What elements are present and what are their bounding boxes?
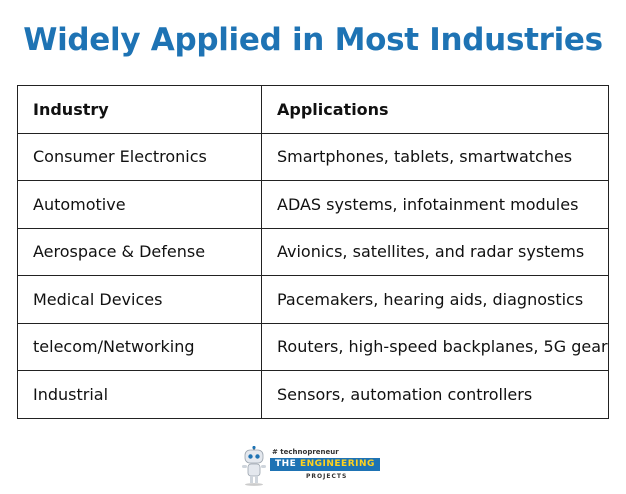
table-row: Consumer Electronics Smartphones, tablet…: [17, 132, 609, 181]
logo-tagline: # technopreneur: [272, 448, 339, 456]
engineering-projects-logo: # technopreneur THE ENGINEERING PROJECTS: [236, 444, 380, 490]
industry-table: Industry Applications Consumer Electroni…: [17, 85, 609, 419]
cell-industry: Consumer Electronics: [17, 132, 262, 181]
cell-industry: Medical Devices: [17, 275, 262, 324]
robot-mascot-icon: [242, 446, 266, 486]
column-header-applications: Applications: [261, 85, 609, 134]
cell-applications: Routers, high-speed backplanes, 5G gear: [261, 322, 609, 371]
logo-name-part2: ENGINEERING: [299, 459, 375, 469]
table-row: telecom/Networking Routers, high-speed b…: [17, 322, 609, 371]
logo-subtitle: PROJECTS: [306, 473, 348, 480]
cell-applications: Sensors, automation controllers: [261, 370, 609, 419]
cell-applications: ADAS systems, infotainment modules: [261, 180, 609, 229]
cell-industry: Automotive: [17, 180, 262, 229]
table-header-row: Industry Applications: [17, 85, 609, 134]
table-row: Medical Devices Pacemakers, hearing aids…: [17, 275, 609, 324]
cell-industry: Industrial: [17, 370, 262, 419]
cell-applications: Avionics, satellites, and radar systems: [261, 227, 609, 276]
table-row: Automotive ADAS systems, infotainment mo…: [17, 180, 609, 229]
cell-industry: telecom/Networking: [17, 322, 262, 371]
column-header-industry: Industry: [17, 85, 262, 134]
logo-name-part1: THE: [275, 459, 300, 469]
cell-applications: Smartphones, tablets, smartwatches: [261, 132, 609, 181]
table-row: Industrial Sensors, automation controlle…: [17, 370, 609, 419]
cell-applications: Pacemakers, hearing aids, diagnostics: [261, 275, 609, 324]
cell-industry: Aerospace & Defense: [17, 227, 262, 276]
page-title: Widely Applied in Most Industries: [23, 22, 603, 58]
logo-name-bar: THE ENGINEERING: [270, 458, 380, 471]
table-row: Aerospace & Defense Avionics, satellites…: [17, 227, 609, 276]
